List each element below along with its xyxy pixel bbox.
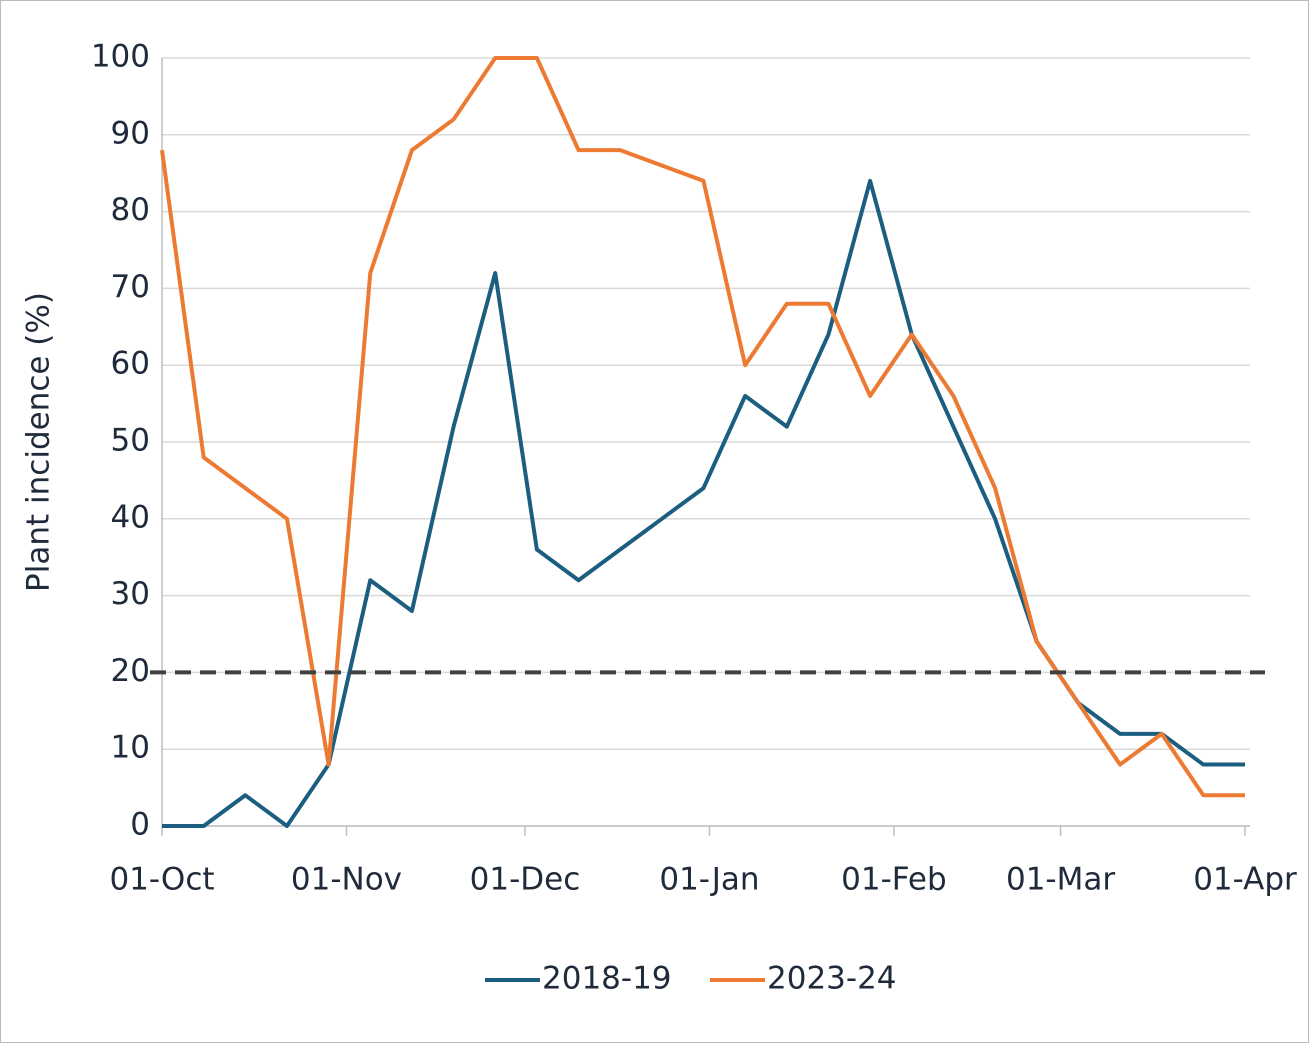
- series-line: [160, 56, 1245, 798]
- x-tick-label: 01-Oct: [109, 862, 214, 898]
- legend-label: 2023-24: [767, 961, 897, 997]
- x-tick-label: 01-Apr: [1193, 862, 1297, 898]
- y-tick-label: 70: [111, 269, 150, 305]
- y-tick-label: 20: [111, 653, 150, 689]
- y-tick-label: 30: [111, 576, 150, 612]
- y-tick-label: 10: [111, 730, 150, 766]
- y-tick-label: 0: [130, 807, 150, 843]
- x-tick-label: 01-Jan: [659, 862, 759, 898]
- x-tick-label: 01-Mar: [1006, 862, 1115, 898]
- y-tick-label: 60: [111, 346, 150, 382]
- y-tick-label: 80: [111, 192, 150, 228]
- y-tick-label: 50: [111, 423, 150, 459]
- x-tick-label: 01-Feb: [841, 862, 947, 898]
- y-tick-label: 40: [111, 499, 150, 535]
- y-axis-label: Plant incidence (%): [21, 292, 57, 592]
- legend-label: 2018-19: [542, 961, 672, 997]
- y-tick-label: 100: [91, 39, 150, 75]
- x-tick-label: 01-Nov: [291, 862, 402, 898]
- y-tick-label: 90: [111, 115, 150, 151]
- x-tick-label: 01-Dec: [470, 862, 581, 898]
